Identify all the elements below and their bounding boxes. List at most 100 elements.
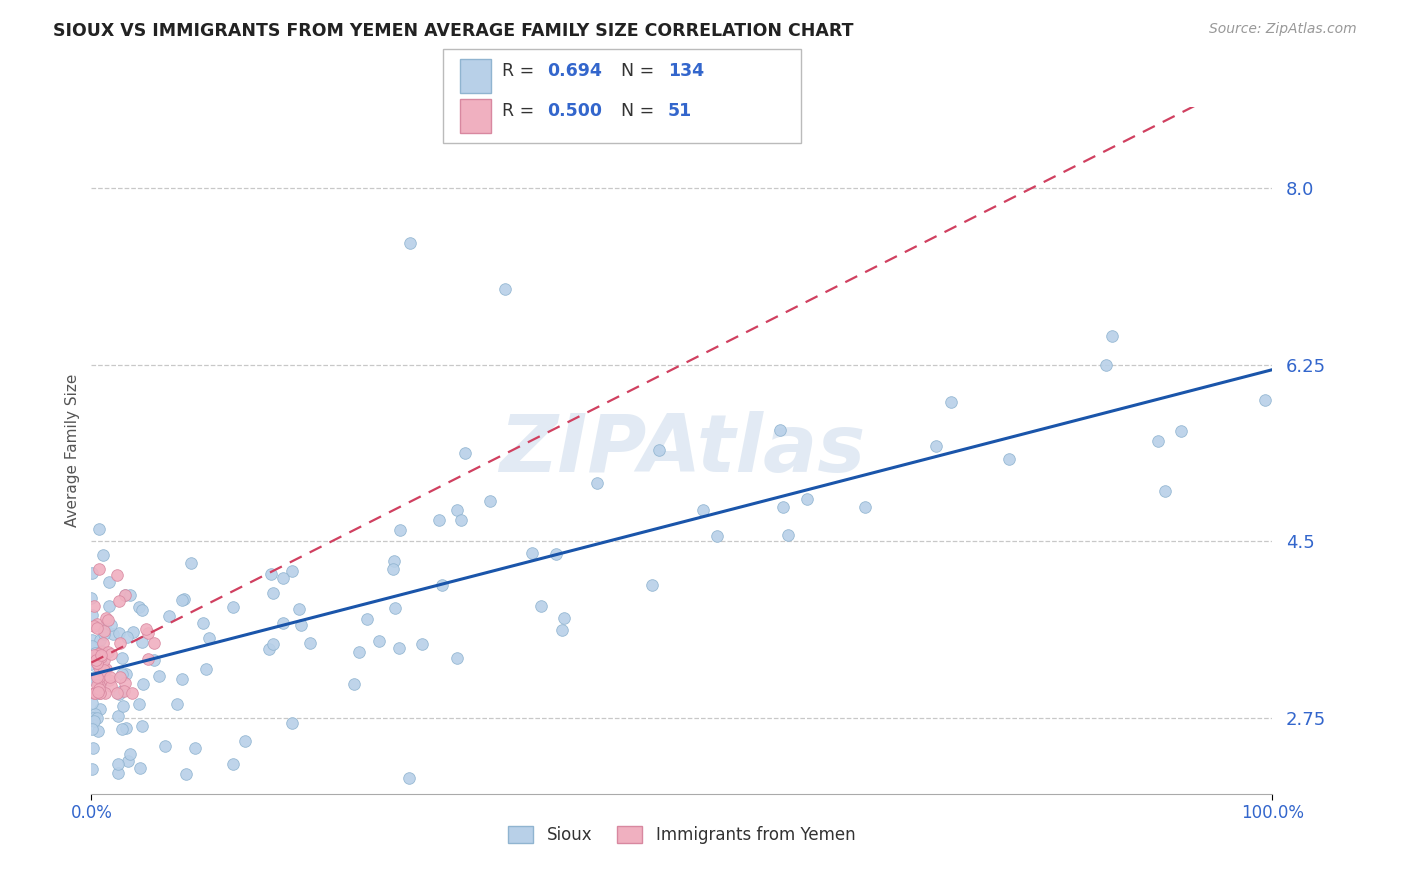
- Point: [117, 754, 139, 768]
- Point: [80, 607, 103, 622]
- Point: [131, 635, 153, 649]
- Point: [135, 622, 157, 636]
- Point: [97, 645, 120, 659]
- Point: [222, 756, 245, 771]
- Text: R =: R =: [502, 103, 540, 120]
- Point: [586, 476, 609, 491]
- Point: [89, 686, 111, 700]
- Point: [111, 684, 134, 698]
- Point: [100, 618, 122, 632]
- Point: [87, 660, 110, 674]
- Point: [114, 588, 136, 602]
- Point: [520, 546, 543, 560]
- Point: [80, 672, 103, 686]
- Point: [80, 566, 103, 581]
- Point: [143, 652, 166, 666]
- Point: [172, 592, 194, 607]
- Text: R =: R =: [502, 62, 540, 80]
- Point: [115, 630, 138, 644]
- Text: 0.500: 0.500: [547, 103, 602, 120]
- Point: [367, 634, 389, 648]
- Point: [100, 647, 122, 661]
- Point: [143, 636, 166, 650]
- Point: [80, 639, 103, 653]
- Point: [108, 687, 131, 701]
- Point: [107, 626, 129, 640]
- Point: [97, 599, 120, 614]
- Point: [96, 611, 118, 625]
- Point: [290, 618, 312, 632]
- Point: [174, 766, 197, 780]
- Point: [778, 528, 800, 542]
- Point: [166, 697, 188, 711]
- Point: [281, 716, 304, 731]
- Point: [89, 561, 111, 575]
- Point: [288, 601, 311, 615]
- Point: [83, 599, 105, 614]
- Point: [91, 636, 114, 650]
- Point: [450, 513, 472, 527]
- Point: [198, 631, 221, 645]
- Point: [446, 651, 468, 665]
- Point: [262, 637, 284, 651]
- Point: [129, 761, 152, 775]
- Point: [114, 588, 136, 602]
- Point: [93, 627, 115, 641]
- Point: [769, 423, 792, 437]
- Point: [93, 663, 115, 677]
- Point: [640, 578, 662, 592]
- Point: [494, 282, 516, 296]
- Point: [94, 619, 117, 633]
- Point: [83, 686, 105, 700]
- Point: [271, 615, 294, 630]
- Point: [90, 648, 112, 662]
- Point: [159, 609, 181, 624]
- Point: [105, 686, 128, 700]
- Point: [1147, 434, 1170, 449]
- Point: [262, 585, 284, 599]
- Text: 51: 51: [668, 103, 692, 120]
- Point: [138, 626, 160, 640]
- Point: [84, 646, 107, 660]
- Point: [89, 686, 111, 700]
- Point: [110, 636, 132, 650]
- Point: [90, 644, 112, 658]
- Point: [111, 650, 134, 665]
- Point: [271, 571, 294, 585]
- Point: [112, 840, 135, 855]
- Point: [530, 599, 553, 613]
- Point: [111, 666, 134, 681]
- Point: [1094, 358, 1116, 372]
- Point: [101, 627, 124, 641]
- Point: [86, 657, 108, 671]
- Point: [173, 592, 195, 607]
- Point: [107, 765, 129, 780]
- Point: [80, 591, 103, 605]
- Point: [91, 672, 114, 686]
- Point: [692, 503, 714, 517]
- Point: [97, 613, 120, 627]
- Text: 134: 134: [668, 62, 704, 80]
- Point: [1154, 483, 1177, 498]
- Point: [112, 698, 135, 713]
- Point: [259, 642, 281, 657]
- Point: [114, 676, 136, 690]
- Point: [998, 452, 1021, 467]
- Point: [82, 710, 104, 724]
- Point: [87, 647, 110, 661]
- Point: [87, 682, 110, 697]
- Point: [89, 702, 111, 716]
- Point: [83, 670, 105, 684]
- Point: [87, 678, 110, 692]
- Point: [87, 670, 110, 684]
- Point: [128, 698, 150, 712]
- Point: [195, 662, 218, 676]
- Point: [93, 548, 115, 562]
- Point: [388, 641, 411, 656]
- Point: [478, 494, 501, 508]
- Point: [432, 578, 454, 592]
- Point: [191, 615, 214, 630]
- Point: [1170, 424, 1192, 438]
- Point: [128, 599, 150, 614]
- Point: [94, 662, 117, 676]
